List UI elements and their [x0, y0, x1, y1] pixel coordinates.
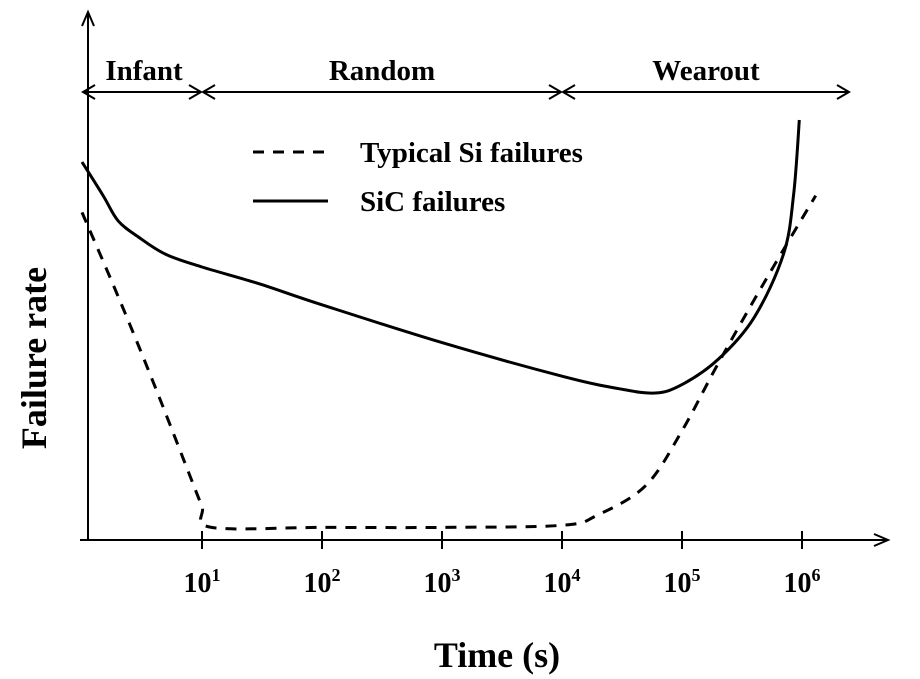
x-tick-label-exponent: 3 — [452, 565, 461, 585]
x-axis-arrow-icon — [873, 533, 891, 547]
x-tick-label-exponent: 6 — [812, 565, 821, 585]
arrow-left-icon — [81, 84, 96, 100]
x-tick-label-base: 10 — [304, 568, 332, 599]
phase-random: Random — [201, 55, 563, 100]
legend-item-1: Typical Si failures — [253, 137, 583, 169]
phase-label: Infant — [105, 55, 183, 87]
x-tick-label-base: 10 — [424, 568, 452, 599]
x-tick-label-6: 106 — [784, 565, 821, 599]
y-axis-arrow-icon — [81, 9, 95, 27]
y-axis-label: Failure rate — [14, 267, 54, 449]
phase-infant: Infant — [81, 55, 203, 100]
x-tick-labels: 101 102 103 104 105 106 — [184, 565, 821, 599]
x-tick-label-2: 102 — [304, 565, 341, 599]
x-tick-label-1: 101 — [184, 565, 221, 599]
x-tick-label-exponent: 2 — [332, 565, 341, 585]
lifecycle-phases: Infant Random Wearout — [81, 55, 851, 100]
arrow-left-icon — [561, 84, 576, 100]
phase-label: Wearout — [652, 55, 760, 87]
legend-item-2: SiC failures — [253, 186, 505, 218]
x-tick-label-base: 10 — [184, 568, 212, 599]
x-tick-label-base: 10 — [544, 568, 572, 599]
series-line-si — [80, 194, 817, 531]
x-tick-label-base: 10 — [784, 568, 812, 599]
x-tick-label-exponent: 5 — [692, 565, 701, 585]
arrow-left-icon — [201, 84, 216, 100]
arrow-right-icon — [188, 84, 203, 100]
x-tick-label-3: 103 — [424, 565, 461, 599]
arrow-right-icon — [548, 84, 563, 100]
legend: Typical Si failures SiC failures — [253, 137, 583, 218]
phase-label: Random — [329, 55, 435, 87]
series-line-sic — [80, 119, 801, 395]
legend-label: Typical Si failures — [360, 137, 583, 169]
x-tick-label-4: 104 — [544, 565, 581, 599]
x-tick-label-5: 105 — [664, 565, 701, 599]
phase-wearout: Wearout — [561, 55, 851, 100]
legend-label: SiC failures — [360, 186, 505, 218]
x-tick-label-exponent: 1 — [212, 565, 221, 585]
x-tick-label-exponent: 4 — [572, 565, 581, 585]
series-lines — [80, 119, 817, 531]
x-ticks — [201, 531, 803, 549]
arrow-right-icon — [836, 84, 851, 100]
x-axis-label: Time (s) — [434, 635, 560, 675]
axes — [80, 9, 891, 547]
x-tick-label-base: 10 — [664, 568, 692, 599]
